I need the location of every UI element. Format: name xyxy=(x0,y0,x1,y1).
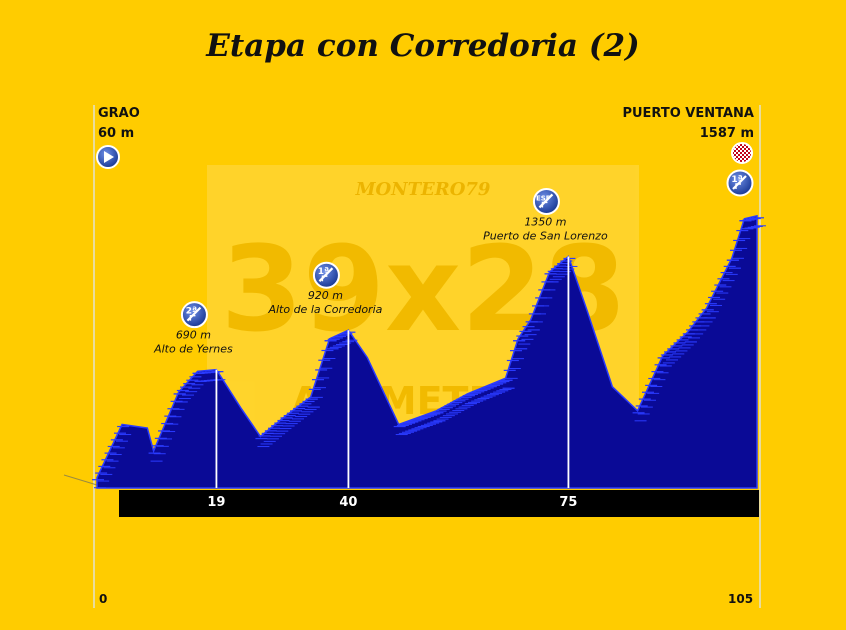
km-tick-label: 75 xyxy=(559,495,577,510)
km-start-label: 0 xyxy=(99,592,108,606)
climb-icon-slope xyxy=(538,193,554,209)
start-name: GRAO xyxy=(98,106,140,121)
climb-icon-slope xyxy=(318,267,334,282)
watermark-author: MONTERO79 xyxy=(355,179,491,200)
climb-icon-2: 1ª xyxy=(312,261,340,289)
endpoint-icons xyxy=(96,142,753,169)
climb-altitude-label: 920 m xyxy=(308,289,343,302)
km-end-label: 105 xyxy=(728,592,754,606)
climb-icon-step xyxy=(541,201,548,208)
climb-category-label: 1ª xyxy=(731,175,742,185)
start-play-triangle xyxy=(104,151,114,163)
km-axis-bar: 19 40 75 xyxy=(119,490,759,517)
climb-icon-step xyxy=(321,275,328,282)
climb-icon-step xyxy=(189,314,196,321)
climb-altitude-label: 690 m xyxy=(176,329,211,342)
climb-category-label: 1ª xyxy=(318,267,329,277)
profile-stripes xyxy=(92,217,766,489)
finish-altitude: 1587 m xyxy=(699,126,754,141)
climb-category-label: ESP xyxy=(536,194,551,202)
axis-bar xyxy=(119,490,759,517)
climb-icon-1: 2ª xyxy=(180,301,208,329)
start-tick-line xyxy=(63,474,98,486)
climb-category-label: 2ª xyxy=(186,307,197,317)
climb-name-label: Puerto de San Lorenzo xyxy=(483,229,608,242)
page-title: Etapa con Corredoria (2) xyxy=(206,28,640,64)
climb-icon-3: ESP xyxy=(532,187,560,215)
climb-icon-slope xyxy=(732,175,747,190)
climb-name-label: Alto de la Corredoria xyxy=(267,303,382,316)
finish-flag-icon xyxy=(731,142,753,164)
climb-name-label: Alto de Yernes xyxy=(153,343,233,356)
start-altitude: 60 m xyxy=(98,126,135,141)
km-marker-lines xyxy=(215,256,570,488)
finish-climb-icon: 1ª xyxy=(726,169,754,197)
km-tick-label: 40 xyxy=(339,495,357,510)
climb-icon-slope xyxy=(186,306,202,322)
climb-icon-step xyxy=(735,183,741,189)
axis-guides xyxy=(63,105,761,608)
km-tick-label: 19 xyxy=(207,495,225,510)
finish-name: PUERTO VENTANA xyxy=(622,106,754,121)
climb-altitude-label: 1350 m xyxy=(524,215,566,228)
